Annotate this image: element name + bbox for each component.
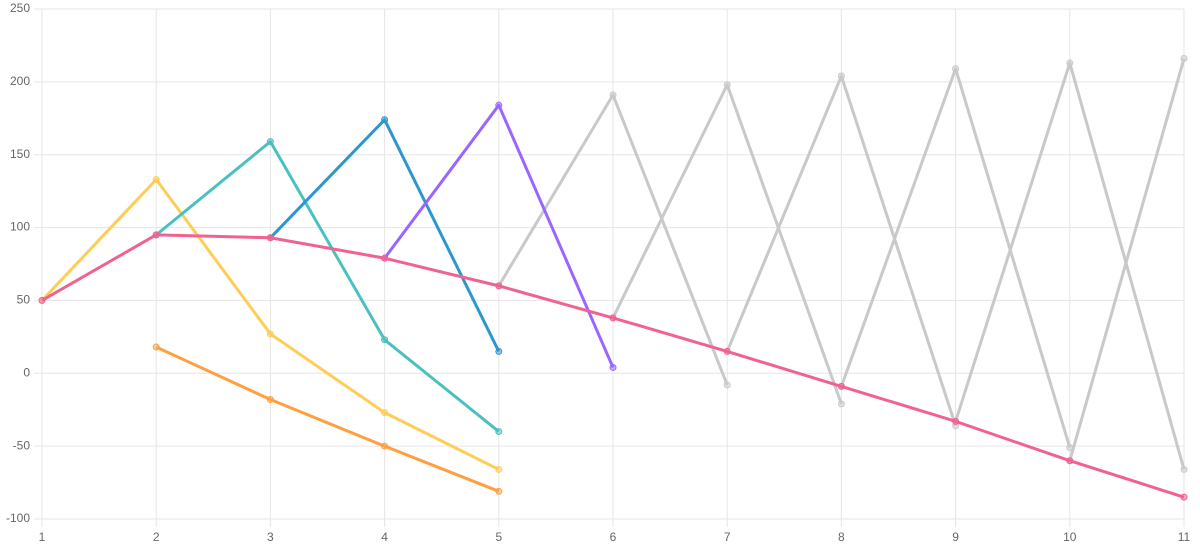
y-tick-label: 100 xyxy=(10,220,30,234)
x-tick-label: 2 xyxy=(153,530,160,544)
y-tick-label: -100 xyxy=(6,511,30,525)
x-tick-label: 7 xyxy=(724,530,731,544)
x-tick-label: 5 xyxy=(495,530,502,544)
data-point xyxy=(266,396,274,404)
data-point xyxy=(495,487,503,495)
data-point xyxy=(381,442,389,450)
data-point xyxy=(266,234,274,242)
y-tick-label: 150 xyxy=(10,147,30,161)
data-point xyxy=(495,101,503,109)
x-tick-label: 1 xyxy=(39,530,46,544)
series-line xyxy=(155,140,500,433)
data-point xyxy=(1180,465,1188,473)
data-point xyxy=(723,81,731,89)
data-point xyxy=(952,65,960,73)
data-point xyxy=(495,282,503,290)
data-point xyxy=(38,296,46,304)
data-point xyxy=(381,254,389,262)
data-point xyxy=(152,343,160,351)
x-tick-label: 11 xyxy=(1178,530,1191,544)
data-point xyxy=(837,72,845,80)
data-point xyxy=(381,336,389,344)
data-point xyxy=(495,428,503,436)
y-tick-label: -50 xyxy=(13,438,31,452)
data-point xyxy=(266,138,274,146)
data-point xyxy=(1180,493,1188,501)
data-point xyxy=(495,465,503,473)
data-point xyxy=(837,400,845,408)
y-tick-label: 200 xyxy=(10,74,30,88)
series-line xyxy=(155,345,500,493)
data-point xyxy=(837,382,845,390)
data-point xyxy=(723,381,731,389)
x-tick-label: 8 xyxy=(838,530,845,544)
data-point xyxy=(1180,55,1188,63)
data-point xyxy=(1066,457,1074,465)
data-point xyxy=(723,347,731,355)
x-tick-label: 3 xyxy=(267,530,274,544)
y-tick-label: 0 xyxy=(23,365,30,379)
y-tick-label: 50 xyxy=(17,293,31,307)
data-point xyxy=(952,417,960,425)
x-tick-label: 4 xyxy=(381,530,388,544)
series-line xyxy=(1068,58,1186,462)
data-point xyxy=(609,91,617,99)
x-tick-label: 10 xyxy=(1063,530,1077,544)
data-point xyxy=(381,116,389,124)
y-tick-label: 250 xyxy=(10,1,30,15)
data-point xyxy=(152,175,160,183)
data-point xyxy=(609,363,617,371)
x-tick-label: 6 xyxy=(610,530,617,544)
data-point xyxy=(381,409,389,417)
data-point xyxy=(495,347,503,355)
x-tick-label: 9 xyxy=(952,530,959,544)
data-point xyxy=(266,330,274,338)
data-point xyxy=(152,231,160,239)
data-point xyxy=(609,314,617,322)
data-point xyxy=(1066,59,1074,67)
